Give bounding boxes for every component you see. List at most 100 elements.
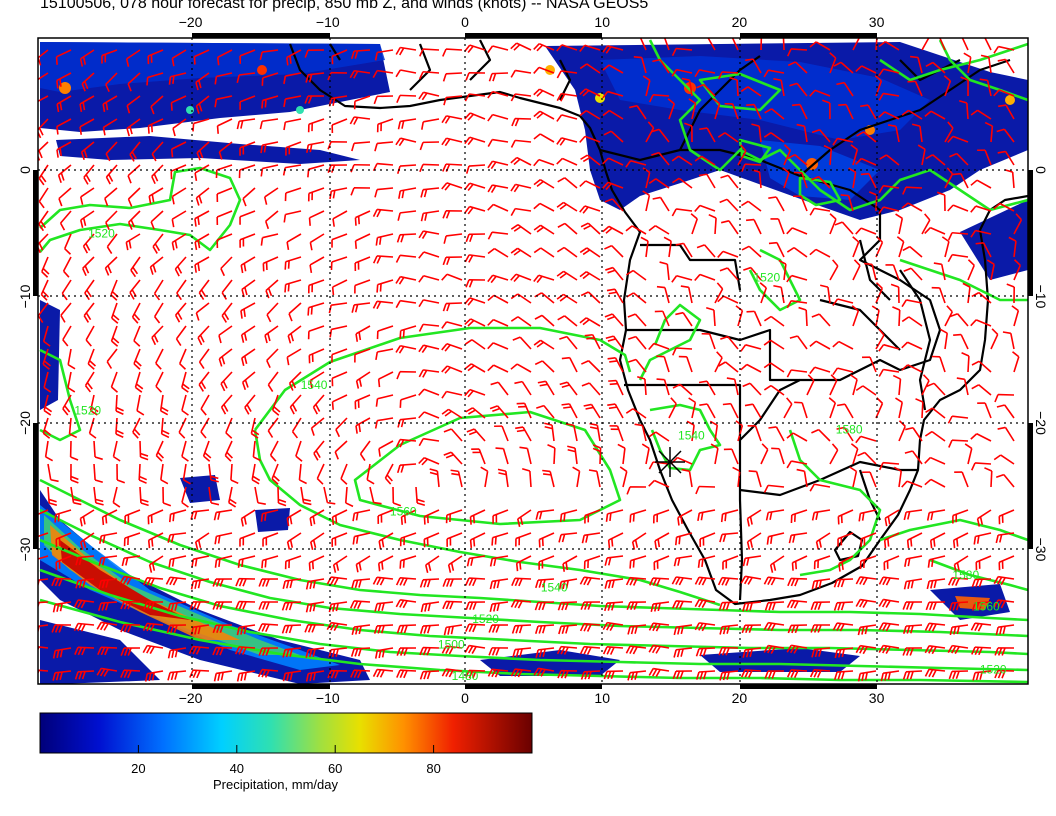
wind-barb (878, 576, 900, 586)
wind-barb (592, 444, 602, 465)
wind-barb (787, 153, 808, 166)
wind-barb (153, 279, 164, 301)
wind-barb (787, 624, 808, 634)
wind-barb (331, 49, 348, 65)
wind-barb (971, 578, 992, 588)
wind-barb (259, 118, 279, 130)
wind-barb (240, 302, 256, 319)
wind-barb (722, 402, 739, 419)
wind-barb (38, 72, 49, 81)
wind-barb (787, 577, 808, 587)
wind-barb (349, 69, 371, 79)
wind-barb (119, 575, 141, 585)
wind-barb (534, 292, 555, 304)
wind-barb (977, 149, 992, 166)
wind-barb (604, 601, 624, 612)
wind-barb (697, 555, 716, 568)
wind-barb (327, 164, 348, 173)
lon-tick-label-top: 10 (594, 14, 610, 30)
wind-barb (811, 128, 831, 143)
wind-barb (926, 578, 946, 590)
wind-barb (418, 388, 440, 396)
wind-barb (75, 578, 95, 589)
wind-barb (895, 213, 904, 235)
wind-barb (602, 646, 624, 655)
wind-barb (351, 578, 371, 589)
wind-barb (970, 179, 992, 189)
wind-barb (533, 202, 555, 212)
wind-barb (372, 300, 394, 310)
wind-barb (152, 233, 164, 254)
wind-barb (464, 318, 486, 327)
wind-barb (93, 440, 103, 461)
wind-barb (79, 118, 95, 135)
wind-barb (717, 132, 739, 143)
wind-barb (295, 440, 303, 462)
wind-barb (189, 669, 210, 679)
wind-barb (836, 426, 854, 442)
wind-barb (997, 58, 1015, 74)
wind-barb (197, 325, 210, 346)
wind-barb (786, 644, 808, 654)
wind-barb (374, 49, 394, 61)
wind-barb (971, 601, 992, 611)
wind-barb (110, 325, 120, 347)
wind-barb (127, 187, 141, 207)
wind-barb (510, 316, 532, 327)
wind-barb (947, 135, 969, 143)
wind-barb (488, 647, 509, 656)
wind-barb (166, 624, 187, 634)
wind-barb (671, 600, 693, 609)
wind-barb (220, 256, 233, 277)
wind-barb (178, 417, 187, 439)
wind-barb (718, 646, 739, 656)
wind-barb (964, 443, 973, 465)
wind-barb (464, 254, 486, 263)
wind-barb (418, 91, 440, 101)
wind-barb (355, 325, 371, 342)
wind-barb (893, 466, 903, 488)
wind-barb (260, 141, 279, 154)
wind-barb (259, 49, 279, 61)
wind-barb (743, 266, 762, 281)
contour-label: 1520 (88, 226, 115, 240)
wind-barb (442, 210, 463, 219)
wind-barb (131, 302, 141, 324)
wind-barb (284, 279, 302, 293)
wind-barb (764, 670, 785, 679)
wind-barb (672, 177, 693, 189)
wind-barb (786, 599, 808, 609)
wind-barb (583, 555, 601, 570)
wind-barb (993, 599, 1015, 609)
wind-barb (828, 397, 837, 419)
wind-barb (261, 72, 279, 86)
wind-barb (995, 473, 1015, 488)
wind-barb (221, 302, 233, 323)
wind-barb (155, 348, 164, 370)
wind-barb (67, 371, 76, 393)
wind-barb (677, 509, 693, 526)
wind-barb (579, 271, 601, 281)
wind-barb (773, 284, 785, 304)
wind-barb (306, 141, 325, 153)
wind-barb (42, 348, 51, 370)
wind-barb (947, 204, 969, 212)
wind-barb (572, 466, 581, 488)
wind-barb (745, 218, 762, 235)
wind-barb (786, 274, 808, 283)
wind-barb (673, 624, 693, 636)
wind-barb (384, 463, 394, 485)
wind-barb (162, 486, 172, 507)
wind-barb (286, 509, 302, 527)
wind-barb (331, 371, 348, 387)
wind-barb (244, 394, 256, 415)
wind-barb (939, 328, 949, 350)
wind-barb (42, 417, 52, 439)
wind-barb (220, 394, 233, 415)
wind-barb (79, 187, 95, 205)
wind-barb (639, 38, 647, 51)
wind-barb (126, 95, 141, 114)
wind-barb (875, 397, 884, 419)
wind-barb (212, 578, 233, 587)
wind-barb (441, 343, 463, 352)
